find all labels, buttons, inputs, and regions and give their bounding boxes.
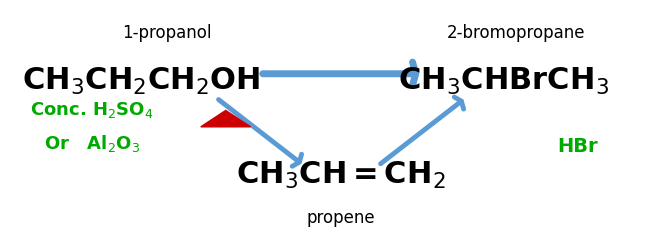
Text: HBr: HBr (557, 137, 598, 156)
Polygon shape (201, 111, 250, 127)
Text: Conc. H$_2$SO$_4$: Conc. H$_2$SO$_4$ (30, 100, 154, 120)
Text: CH$_3$CH$_2$CH$_2$OH: CH$_3$CH$_2$CH$_2$OH (22, 65, 261, 97)
Text: CH$_3$CH$\mathbf{=}$CH$_2$: CH$_3$CH$\mathbf{=}$CH$_2$ (236, 160, 446, 191)
Text: Or   Al$_2$O$_3$: Or Al$_2$O$_3$ (44, 133, 140, 154)
Text: propene: propene (307, 210, 375, 227)
Text: 2-bromopropane: 2-bromopropane (446, 24, 585, 42)
Text: 1-propanol: 1-propanol (122, 24, 211, 42)
Text: CH$_3$CHBrCH$_3$: CH$_3$CHBrCH$_3$ (398, 65, 608, 97)
